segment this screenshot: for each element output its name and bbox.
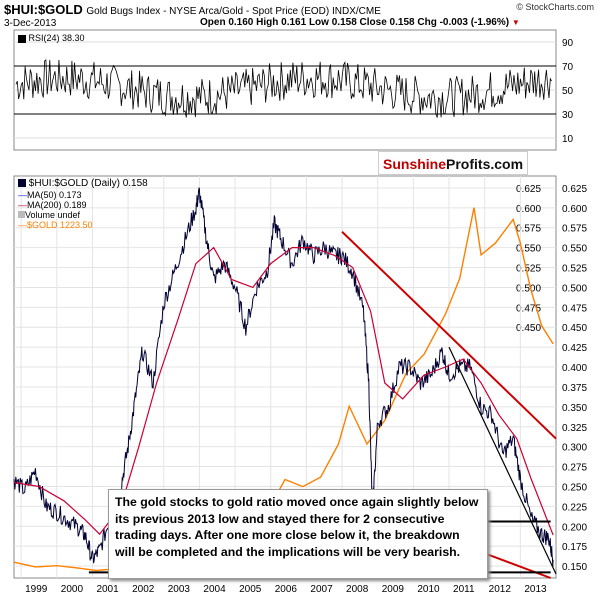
x-tick-label: 2002 bbox=[132, 584, 155, 595]
rsi-tick-label: 30 bbox=[562, 110, 574, 121]
x-tick-label: 2005 bbox=[239, 584, 262, 595]
rsi-line bbox=[15, 59, 552, 118]
logo-part1: Sunshine bbox=[383, 156, 447, 172]
y-tick-label: 0.525 bbox=[562, 264, 587, 275]
legend-ma50: —MA(50) 0.173 bbox=[18, 190, 82, 200]
symbol-text: $HUI:$GOLD bbox=[4, 2, 83, 17]
rsi-tick-label: 50 bbox=[562, 86, 574, 97]
gold-tick-label: 0.500 bbox=[516, 283, 541, 294]
y-tick-label: 0.200 bbox=[562, 522, 587, 533]
high-value: High 0.161 bbox=[256, 17, 307, 28]
gold-tick-label: 0.550 bbox=[516, 244, 541, 255]
legend-ma50-label: MA(50) 0.173 bbox=[27, 190, 82, 200]
y-tick-label: 0.225 bbox=[562, 502, 587, 513]
rsi-tick-label: 90 bbox=[562, 38, 574, 49]
x-tick-label: 2001 bbox=[96, 584, 119, 595]
legend-ma200-label: MA(200) 0.189 bbox=[27, 200, 87, 210]
gold-tick-label: 0.475 bbox=[516, 303, 541, 314]
y-tick-label: 0.300 bbox=[562, 443, 587, 454]
x-tick-label: 1999 bbox=[25, 584, 48, 595]
gold-tick-label: 0.625 bbox=[516, 184, 541, 195]
gold-tick-label: 0.450 bbox=[516, 323, 541, 334]
legend-gold-label: $GOLD 1223.50 bbox=[27, 220, 93, 230]
rsi-panel: 90 70 50 30 10 bbox=[13, 29, 574, 151]
rsi-swatch bbox=[18, 34, 26, 43]
y-tick-label: 0.275 bbox=[562, 463, 587, 474]
x-tick-label: 2009 bbox=[382, 584, 405, 595]
logo-part2: Profits.com bbox=[446, 156, 524, 172]
gold-tick-label: 0.525 bbox=[516, 264, 541, 275]
chg-down-marker: ▼ bbox=[511, 18, 520, 27]
low-value: Low 0.158 bbox=[308, 17, 357, 28]
sunshine-profits-logo: SunshineProfits.com bbox=[378, 151, 528, 175]
x-tick-label: 2013 bbox=[524, 584, 547, 595]
ma50-swatch: — bbox=[18, 190, 27, 200]
black-trendline bbox=[448, 346, 557, 575]
x-tick-label: 2008 bbox=[346, 584, 369, 595]
y-tick-label: 0.375 bbox=[562, 383, 587, 394]
chart-symbol: $HUI:$GOLD Gold Bugs Index - NYSE Arca/G… bbox=[4, 2, 381, 17]
y-tick-label: 0.625 bbox=[562, 184, 587, 195]
y-tick-label: 0.600 bbox=[562, 204, 587, 215]
y-tick-label: 0.400 bbox=[562, 363, 587, 374]
gold-swatch: — bbox=[18, 220, 27, 230]
x-tick-label: 2003 bbox=[168, 584, 191, 595]
y-tick-label: 0.450 bbox=[562, 323, 587, 334]
open-value: Open 0.160 bbox=[200, 17, 254, 28]
rsi-tick-label: 70 bbox=[562, 62, 574, 73]
chg-value: Chg -0.003 (-1.96%) bbox=[417, 17, 510, 28]
volume-swatch bbox=[18, 211, 25, 218]
x-tick-label: 2000 bbox=[61, 584, 84, 595]
copyright: © StockCharts.com bbox=[516, 2, 594, 12]
y-tick-label: 0.175 bbox=[562, 542, 587, 553]
symbol-description: Gold Bugs Index - NYSE Arca/Gold - Spot … bbox=[86, 6, 381, 17]
rsi-legend: RSI(24) 38.30 bbox=[18, 33, 85, 43]
legend-main: $HUI:$GOLD (Daily) 0.158 bbox=[18, 178, 148, 189]
y-tick-label: 0.550 bbox=[562, 244, 587, 255]
y-tick-label: 0.325 bbox=[562, 423, 587, 434]
gold-tick-label: 0.575 bbox=[516, 224, 541, 235]
legend-main-label: $HUI:$GOLD (Daily) 0.158 bbox=[28, 178, 148, 189]
close-value: Close 0.158 bbox=[359, 17, 415, 28]
legend-main-swatch bbox=[18, 179, 26, 188]
y-tick-label: 0.425 bbox=[562, 343, 587, 354]
rsi-label: RSI(24) 38.30 bbox=[28, 33, 85, 43]
legend-ma200: —MA(200) 0.189 bbox=[18, 200, 87, 210]
chart-date: 3-Dec-2013 bbox=[4, 18, 57, 29]
y-tick-label: 0.350 bbox=[562, 403, 587, 414]
ma200-swatch: — bbox=[18, 200, 27, 210]
gold-tick-label: 0.600 bbox=[516, 204, 541, 215]
x-tick-label: 2010 bbox=[417, 584, 440, 595]
y-tick-label: 0.250 bbox=[562, 482, 587, 493]
x-tick-label: 2007 bbox=[310, 584, 333, 595]
y-tick-label: 0.475 bbox=[562, 303, 587, 314]
x-tick-label: 2011 bbox=[453, 584, 475, 595]
y-tick-label: 0.575 bbox=[562, 224, 587, 235]
ratio-line bbox=[13, 186, 554, 567]
x-tick-label: 2012 bbox=[489, 584, 512, 595]
y-tick-label: 0.500 bbox=[562, 283, 587, 294]
x-tick-label: 2006 bbox=[275, 584, 298, 595]
legend-gold: —$GOLD 1223.50 bbox=[18, 220, 93, 230]
upper-trendline bbox=[341, 231, 557, 440]
x-tick-label: 2004 bbox=[203, 584, 226, 595]
legend-volume-label: Volume undef bbox=[25, 210, 81, 220]
annotation-box: The gold stocks to gold ratio moved once… bbox=[108, 489, 488, 579]
rsi-tick-label: 10 bbox=[562, 134, 574, 145]
legend-volume: Volume undef bbox=[18, 210, 80, 220]
y-tick-label: 0.150 bbox=[562, 562, 587, 573]
ohlc-readout: Open 0.160 High 0.161 Low 0.158 Close 0.… bbox=[200, 17, 520, 28]
